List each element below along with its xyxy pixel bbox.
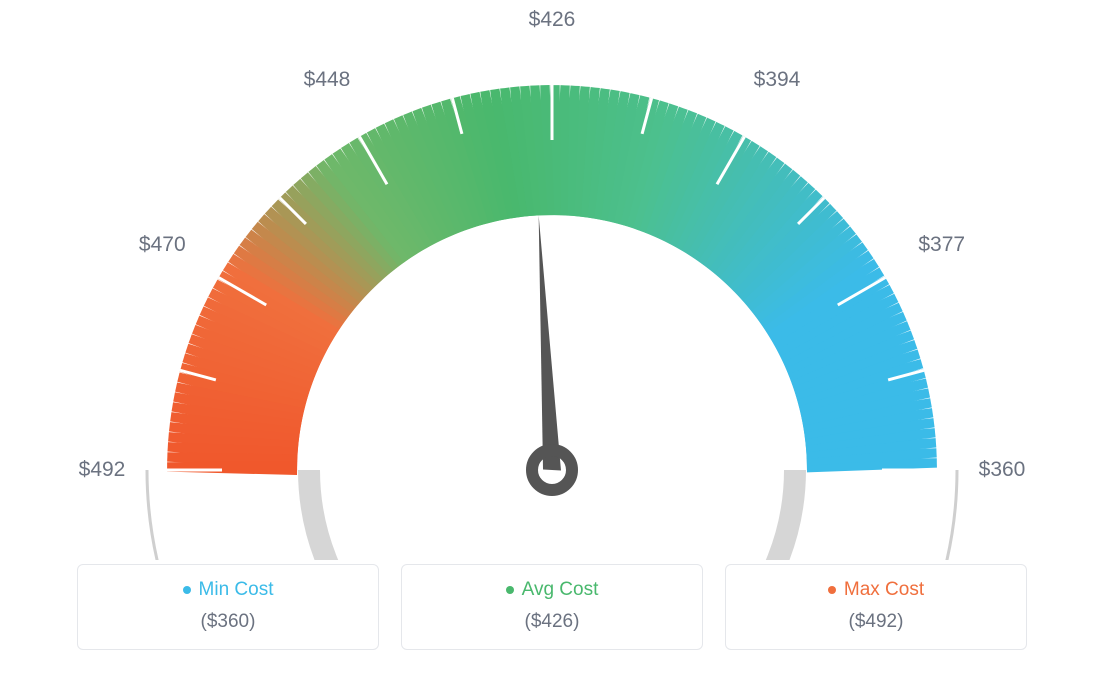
legend-value-max: ($492) xyxy=(726,611,1026,633)
gauge-needle xyxy=(532,215,572,490)
gauge-chart: $360 $377 $394 $426 $448 $470 $492 xyxy=(0,0,1104,560)
legend-row: Min Cost ($360) Avg Cost ($426) Max Cost… xyxy=(0,564,1104,650)
legend-value-min: ($360) xyxy=(78,611,378,633)
legend-card-min: Min Cost ($360) xyxy=(77,564,379,650)
gauge-tick-label: $470 xyxy=(139,233,186,257)
gauge-tick-label: $492 xyxy=(79,458,126,482)
legend-card-avg: Avg Cost ($426) xyxy=(401,564,703,650)
legend-label-min: Min Cost xyxy=(199,579,274,601)
gauge-inner-arc xyxy=(309,470,795,560)
legend-card-max: Max Cost ($492) xyxy=(725,564,1027,650)
gauge-tick-label: $360 xyxy=(979,458,1026,482)
gauge-tick-label: $448 xyxy=(304,68,351,92)
gauge-tick-label: $426 xyxy=(529,8,576,32)
legend-label-avg: Avg Cost xyxy=(522,579,599,601)
dot-icon xyxy=(828,586,836,594)
legend-label-max: Max Cost xyxy=(844,579,924,601)
legend-value-avg: ($426) xyxy=(402,611,702,633)
dot-icon xyxy=(506,586,514,594)
gauge-tick-label: $377 xyxy=(918,233,965,257)
legend-title-avg: Avg Cost xyxy=(506,579,599,601)
legend-title-max: Max Cost xyxy=(828,579,924,601)
legend-title-min: Min Cost xyxy=(183,579,274,601)
gauge-outer-arc xyxy=(147,470,957,560)
dot-icon xyxy=(183,586,191,594)
gauge-tick-label: $394 xyxy=(754,68,801,92)
gauge-svg xyxy=(0,0,1104,560)
